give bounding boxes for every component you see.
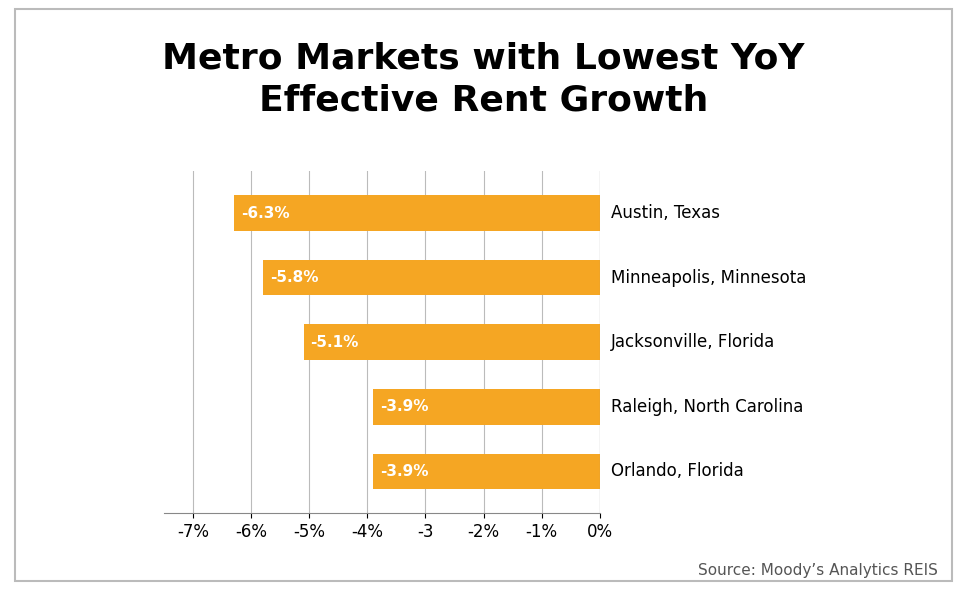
Bar [373,389,600,425]
Bar [263,260,600,296]
Bar [304,324,600,360]
Text: -5.1%: -5.1% [310,335,359,350]
Text: Orlando, Florida: Orlando, Florida [610,463,744,480]
Text: Austin, Texas: Austin, Texas [610,204,719,222]
Text: -3.9%: -3.9% [380,399,428,414]
Text: -6.3%: -6.3% [241,205,289,221]
Text: Source: Moody’s Analytics REIS: Source: Moody’s Analytics REIS [698,563,938,578]
Text: Jacksonville, Florida: Jacksonville, Florida [610,333,775,351]
Bar [373,454,600,489]
Text: -5.8%: -5.8% [270,270,318,285]
Text: Raleigh, North Carolina: Raleigh, North Carolina [610,398,803,416]
Text: -3.9%: -3.9% [380,464,428,479]
Bar [234,195,600,231]
Text: Metro Markets with Lowest YoY
Effective Rent Growth: Metro Markets with Lowest YoY Effective … [162,41,805,117]
Text: Minneapolis, Minnesota: Minneapolis, Minnesota [610,268,806,287]
